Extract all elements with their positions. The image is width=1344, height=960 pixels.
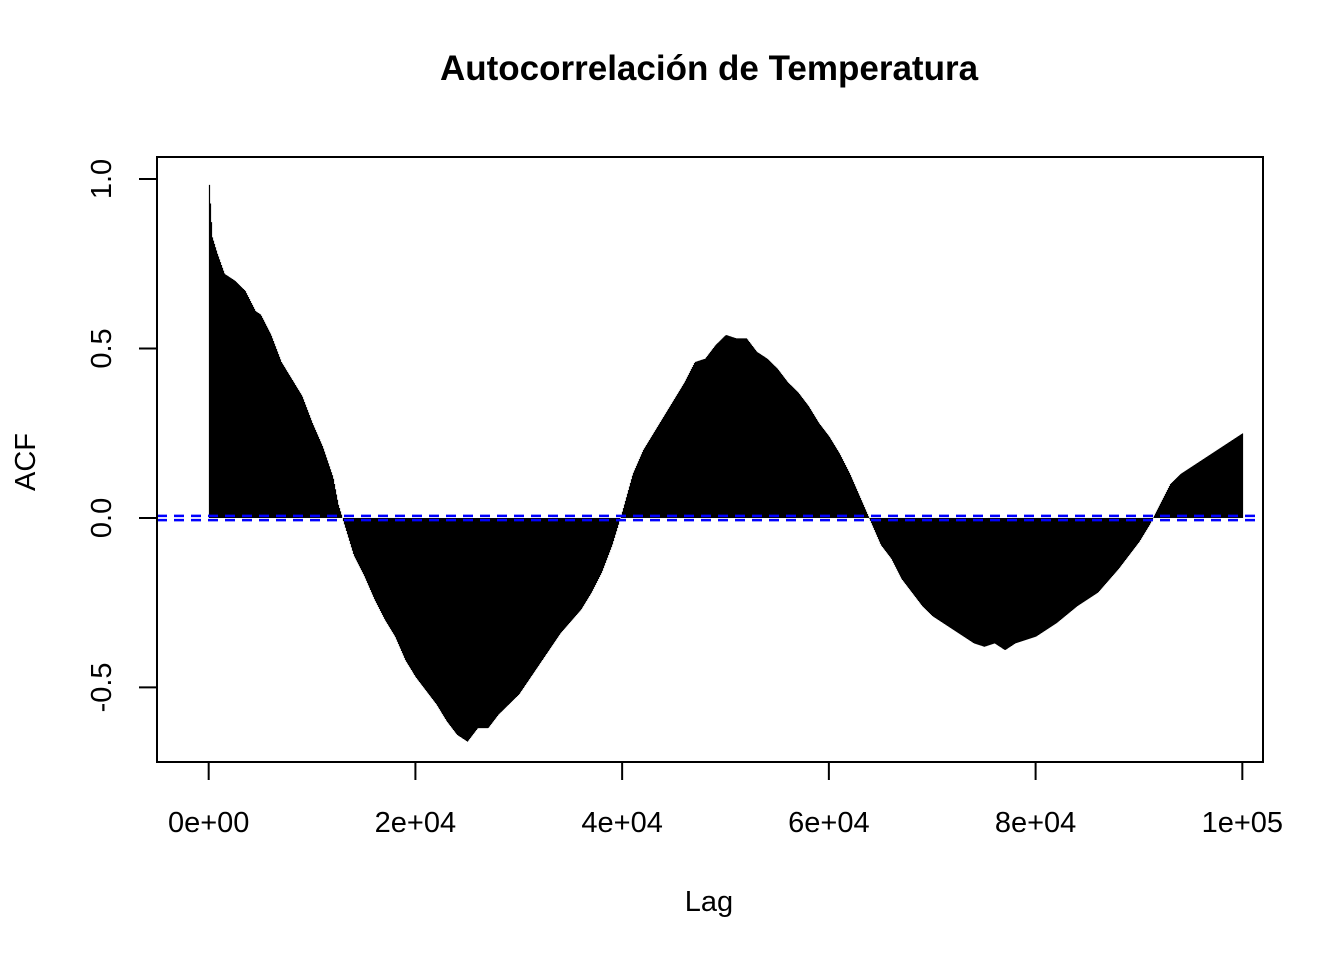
y-tick-label: 1.0 [86,159,118,199]
x-tick-label: 4e+04 [581,807,662,839]
y-axis-label: ACF [10,433,42,491]
x-axis-label: Lag [685,886,733,918]
y-tick-label: 0.5 [86,328,118,368]
x-tick-label: 2e+04 [375,807,456,839]
plot-area [156,156,1264,763]
x-tick-label: 6e+04 [788,807,869,839]
y-tick-label: -0.5 [86,662,118,712]
x-axis: 0e+00 2e+04 4e+04 6e+04 8e+04 1e+05 [168,761,1283,839]
acf-bars [208,184,1244,742]
x-tick-label: 8e+04 [995,807,1076,839]
x-tick-label: 1e+05 [1202,807,1283,839]
y-tick-label: 0.0 [86,498,118,538]
y-axis: -0.5 0.0 0.5 1.0 [86,159,158,712]
chart-title: Autocorrelación de Temperatura [440,49,979,88]
x-tick-label: 0e+00 [168,807,249,839]
